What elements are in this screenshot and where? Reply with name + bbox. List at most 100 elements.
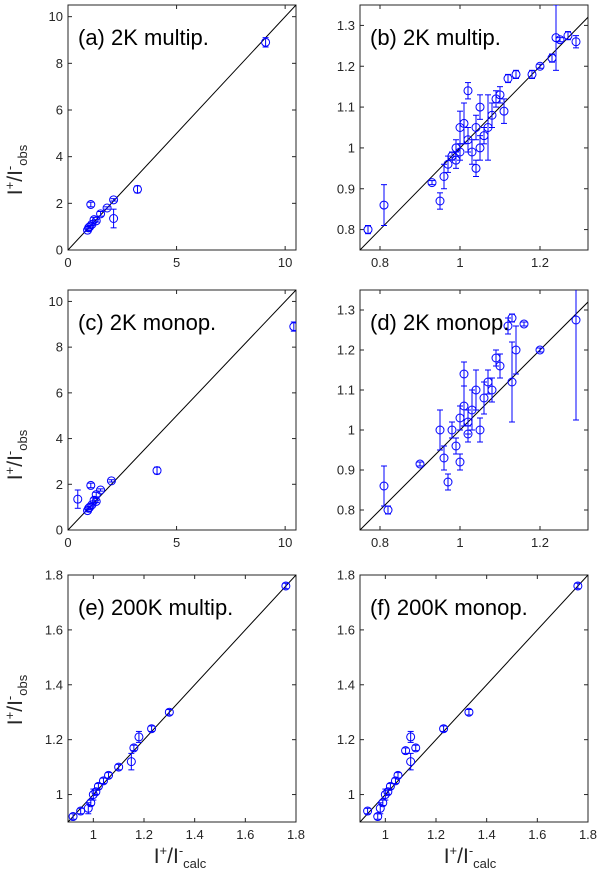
panel-title: (f) 200K monop. <box>370 595 528 620</box>
data-point <box>86 480 96 490</box>
x-tick-label: 1 <box>456 535 463 550</box>
marker <box>471 385 481 395</box>
marker <box>415 459 425 469</box>
data-point <box>379 465 389 507</box>
marker <box>401 746 411 756</box>
x-tick-label: 1 <box>90 827 97 842</box>
marker <box>385 781 395 791</box>
data-point <box>573 581 583 591</box>
panel-title: (c) 2K monop. <box>78 310 216 335</box>
marker <box>129 743 139 753</box>
data-point <box>507 313 517 323</box>
marker <box>439 453 449 463</box>
marker <box>571 315 581 325</box>
y-axis-label-row-3: I+/I-obs <box>2 674 30 725</box>
marker <box>261 37 271 47</box>
panel-title: (a) 2K multip. <box>78 25 209 50</box>
x-tick-label: 0.8 <box>371 255 389 270</box>
marker <box>475 143 485 153</box>
marker <box>555 35 565 45</box>
data-point <box>383 787 393 797</box>
data-point <box>406 752 416 771</box>
data-point <box>281 581 291 591</box>
data-point <box>114 762 124 772</box>
data-point <box>411 743 421 753</box>
data-point <box>519 319 529 329</box>
data-point <box>86 200 96 209</box>
panel-5: 1 1.2 1.4 1.6 1.8 1 1.2 1.4 1.6 1.8 (f) 200K monop… <box>337 568 597 843</box>
marker <box>447 425 457 435</box>
marker <box>571 37 581 47</box>
y-tick-label: 0.9 <box>337 181 355 196</box>
marker <box>475 425 485 435</box>
data-point <box>406 730 416 743</box>
marker <box>439 724 449 734</box>
marker <box>363 806 373 816</box>
data-point <box>471 369 481 411</box>
marker <box>147 724 157 734</box>
marker <box>126 757 136 767</box>
y-tick-label: 1.2 <box>337 59 355 74</box>
data-point <box>96 209 106 219</box>
marker <box>427 178 437 188</box>
data-point <box>447 421 457 439</box>
marker <box>76 806 86 816</box>
x-tick-label: 0.8 <box>371 535 389 550</box>
marker <box>86 480 96 490</box>
marker <box>511 345 521 355</box>
y-tick-label: 1.3 <box>337 18 355 33</box>
marker <box>152 466 162 476</box>
data-point <box>373 812 383 822</box>
panel-4: 1 1.2 1.4 1.6 1.8 1 1.2 1.4 1.6 1.8 (e) 200K multi… <box>45 568 305 843</box>
marker <box>379 481 389 491</box>
identity-line <box>68 575 296 822</box>
data-point <box>464 707 474 717</box>
x-tick-label: 1.2 <box>531 535 549 550</box>
identity-line <box>68 290 296 530</box>
x-tick-label: 1 <box>456 255 463 270</box>
x-tick-label: 1.8 <box>287 827 305 842</box>
data-point <box>91 216 101 226</box>
data-point <box>467 139 477 165</box>
y-tick-label: 0 <box>56 243 63 258</box>
marker <box>104 770 114 780</box>
marker <box>102 203 112 213</box>
marker <box>406 757 416 767</box>
y-tick-label: 1.6 <box>45 622 63 637</box>
x-tick-label: 1.6 <box>236 827 254 842</box>
x-tick-label: 1.2 <box>135 827 153 842</box>
marker <box>443 477 453 487</box>
marker <box>535 345 545 355</box>
x-tick-label: 1.8 <box>579 827 597 842</box>
marker <box>464 707 474 717</box>
marker <box>96 209 106 219</box>
data-point <box>91 787 101 797</box>
svg-text:I+/I-obs: I+/I-obs <box>2 674 30 725</box>
y-tick-label: 10 <box>49 9 63 24</box>
data-point <box>96 485 106 495</box>
marker <box>443 159 453 169</box>
data-point <box>126 752 136 771</box>
y-axis-label-row-1: I+/I-obs <box>2 144 30 195</box>
x-tick-label: 10 <box>278 255 292 270</box>
marker <box>471 123 481 132</box>
svg-text:I+/I-obs: I+/I-obs <box>2 144 30 195</box>
y-tick-label: 1 <box>348 140 355 155</box>
data-point <box>164 707 174 717</box>
y-tick-label: 1.1 <box>337 383 355 398</box>
plot-frame <box>359 4 589 251</box>
marker <box>451 155 461 165</box>
data-point <box>83 802 93 815</box>
data-point <box>571 290 581 421</box>
data-point <box>363 806 373 816</box>
data-point <box>427 178 437 188</box>
x-tick-label: 1.2 <box>531 255 549 270</box>
marker <box>455 123 465 132</box>
marker <box>499 106 509 116</box>
marker <box>281 581 291 591</box>
data-point <box>535 61 545 71</box>
marker <box>527 69 537 79</box>
data-point <box>76 806 86 816</box>
marker <box>495 90 505 100</box>
y-tick-label: 0.8 <box>337 222 355 237</box>
